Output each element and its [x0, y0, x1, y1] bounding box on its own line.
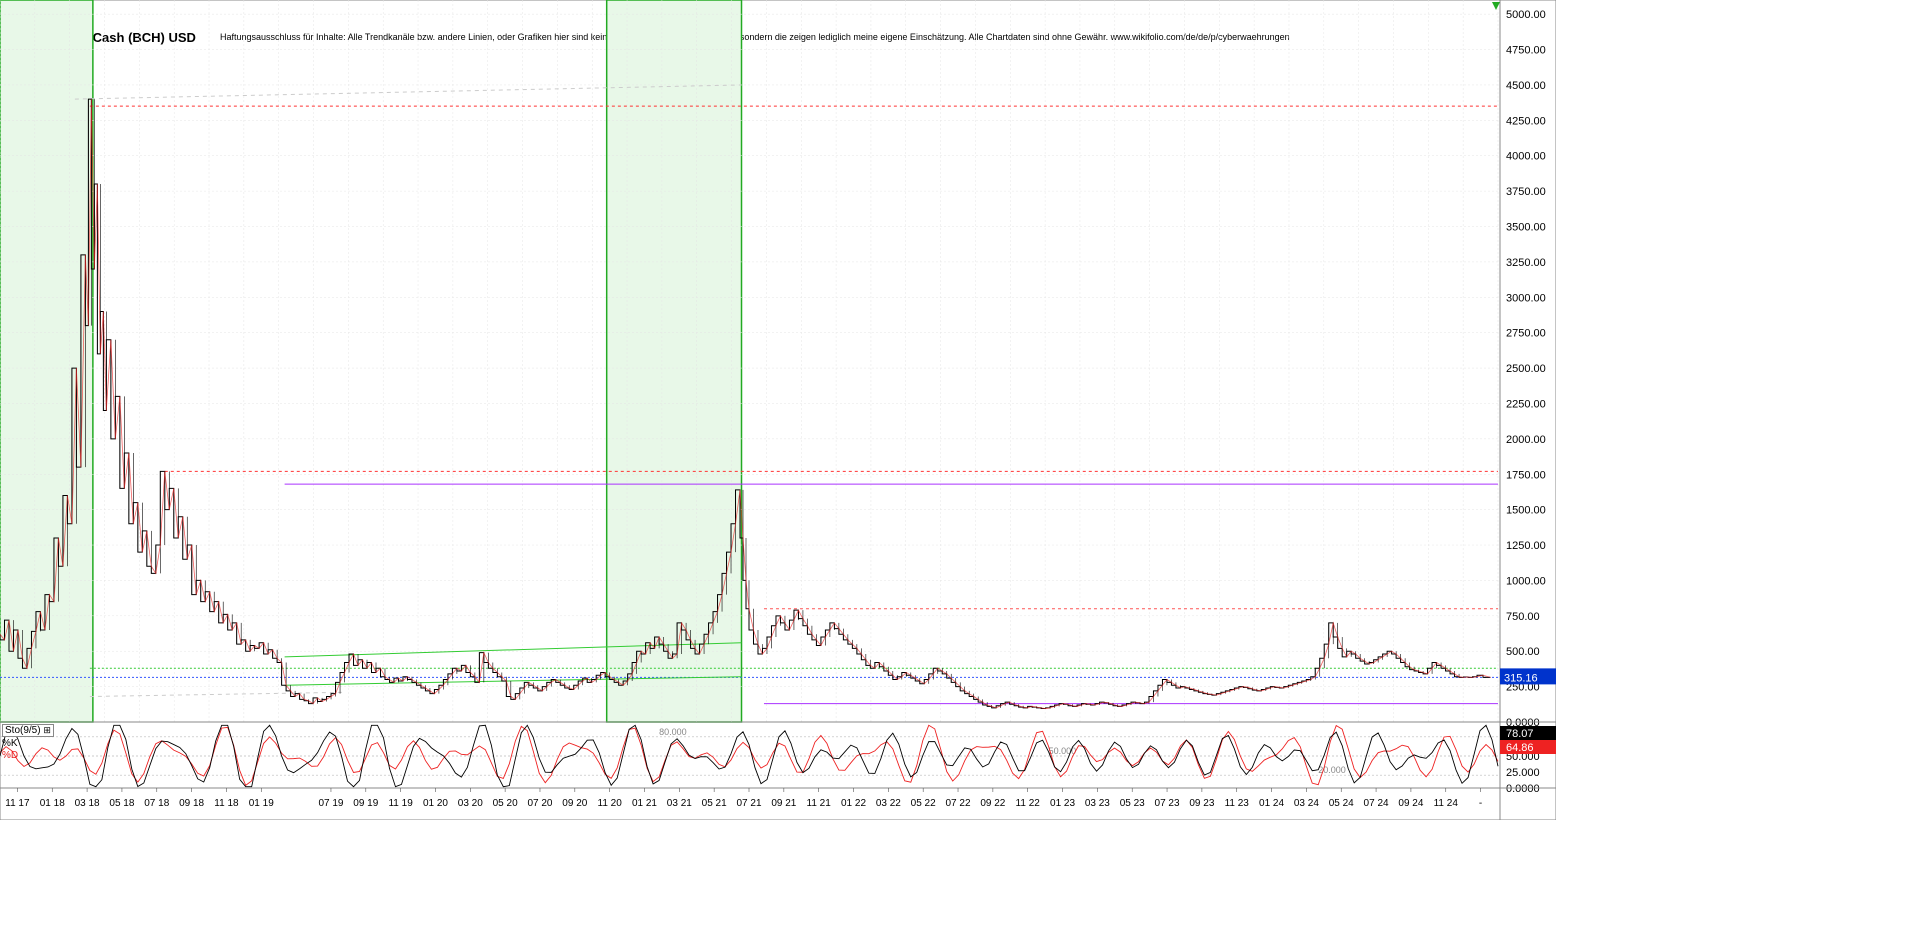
- svg-text:01 24: 01 24: [1259, 798, 1284, 809]
- svg-text:2750.00: 2750.00: [1506, 328, 1546, 340]
- svg-text:03 18: 03 18: [75, 798, 100, 809]
- svg-text:01 18: 01 18: [40, 798, 65, 809]
- svg-text:78.07: 78.07: [1506, 728, 1534, 740]
- svg-text:5000.00: 5000.00: [1506, 9, 1546, 21]
- svg-text:09 24: 09 24: [1398, 798, 1423, 809]
- svg-text:09 23: 09 23: [1189, 798, 1214, 809]
- svg-text:4500.00: 4500.00: [1506, 80, 1546, 92]
- svg-text:1500.00: 1500.00: [1506, 505, 1546, 517]
- svg-text:1000.00: 1000.00: [1506, 575, 1546, 587]
- svg-text:750.00: 750.00: [1506, 611, 1540, 623]
- svg-text:2000.00: 2000.00: [1506, 434, 1546, 446]
- svg-text:03 20: 03 20: [458, 798, 483, 809]
- stochastic-k-label: %K: [2, 738, 18, 749]
- svg-text:07 22: 07 22: [946, 798, 971, 809]
- svg-text:4250.00: 4250.00: [1506, 115, 1546, 127]
- svg-text:3250.00: 3250.00: [1506, 257, 1546, 269]
- chart-container: 16.09.24 Bitcoin Cash (BCH) USD Haftungs…: [0, 0, 1916, 948]
- svg-text:09 18: 09 18: [179, 798, 204, 809]
- svg-text:11 22: 11 22: [1016, 798, 1041, 809]
- svg-text:4750.00: 4750.00: [1506, 45, 1546, 57]
- svg-text:-: -: [1479, 798, 1482, 809]
- svg-text:09 21: 09 21: [771, 798, 796, 809]
- svg-text:03 23: 03 23: [1085, 798, 1110, 809]
- svg-text:07 24: 07 24: [1364, 798, 1389, 809]
- svg-text:11 19: 11 19: [388, 798, 413, 809]
- svg-text:11 18: 11 18: [214, 798, 239, 809]
- stochastic-d-label: %D: [2, 750, 18, 761]
- svg-text:25.000: 25.000: [1506, 767, 1540, 779]
- chart-svg[interactable]: 0.0000250.00500.00750.001000.001250.0015…: [0, 0, 1556, 820]
- svg-text:03 22: 03 22: [876, 798, 901, 809]
- svg-text:64.86: 64.86: [1506, 742, 1534, 754]
- svg-text:05 18: 05 18: [109, 798, 134, 809]
- svg-text:05 24: 05 24: [1329, 798, 1354, 809]
- svg-text:07 20: 07 20: [527, 798, 552, 809]
- svg-text:07 19: 07 19: [318, 798, 343, 809]
- svg-text:05 21: 05 21: [702, 798, 727, 809]
- svg-text:09 19: 09 19: [353, 798, 378, 809]
- svg-text:80.000: 80.000: [659, 727, 687, 737]
- svg-text:11 23: 11 23: [1225, 798, 1250, 809]
- svg-text:2500.00: 2500.00: [1506, 363, 1546, 375]
- svg-text:11 24: 11 24: [1434, 798, 1459, 809]
- svg-text:3500.00: 3500.00: [1506, 222, 1546, 234]
- svg-text:3000.00: 3000.00: [1506, 292, 1546, 304]
- svg-text:4000.00: 4000.00: [1506, 151, 1546, 163]
- svg-text:03 24: 03 24: [1294, 798, 1319, 809]
- svg-text:2250.00: 2250.00: [1506, 398, 1546, 410]
- svg-text:11 20: 11 20: [598, 798, 623, 809]
- svg-text:01 21: 01 21: [632, 798, 657, 809]
- svg-text:1750.00: 1750.00: [1506, 469, 1546, 481]
- svg-text:01 19: 01 19: [249, 798, 274, 809]
- svg-text:09 20: 09 20: [562, 798, 587, 809]
- svg-text:3750.00: 3750.00: [1506, 186, 1546, 198]
- svg-text:01 23: 01 23: [1050, 798, 1075, 809]
- svg-text:07 21: 07 21: [736, 798, 761, 809]
- svg-text:0.0000: 0.0000: [1506, 783, 1540, 795]
- svg-text:07 18: 07 18: [144, 798, 169, 809]
- svg-text:07 23: 07 23: [1155, 798, 1180, 809]
- svg-text:03 21: 03 21: [667, 798, 692, 809]
- svg-text:05 20: 05 20: [493, 798, 518, 809]
- svg-text:09 22: 09 22: [980, 798, 1005, 809]
- svg-text:01 22: 01 22: [841, 798, 866, 809]
- svg-text:11 17: 11 17: [5, 798, 30, 809]
- svg-text:05 22: 05 22: [911, 798, 936, 809]
- svg-text:01 20: 01 20: [423, 798, 448, 809]
- stochastic-config-label: Sto(9/5) ⊞: [2, 724, 54, 737]
- svg-text:05 23: 05 23: [1120, 798, 1145, 809]
- svg-text:11 21: 11 21: [807, 798, 832, 809]
- svg-text:315.16: 315.16: [1504, 672, 1538, 684]
- svg-text:500.00: 500.00: [1506, 646, 1540, 658]
- svg-text:1250.00: 1250.00: [1506, 540, 1546, 552]
